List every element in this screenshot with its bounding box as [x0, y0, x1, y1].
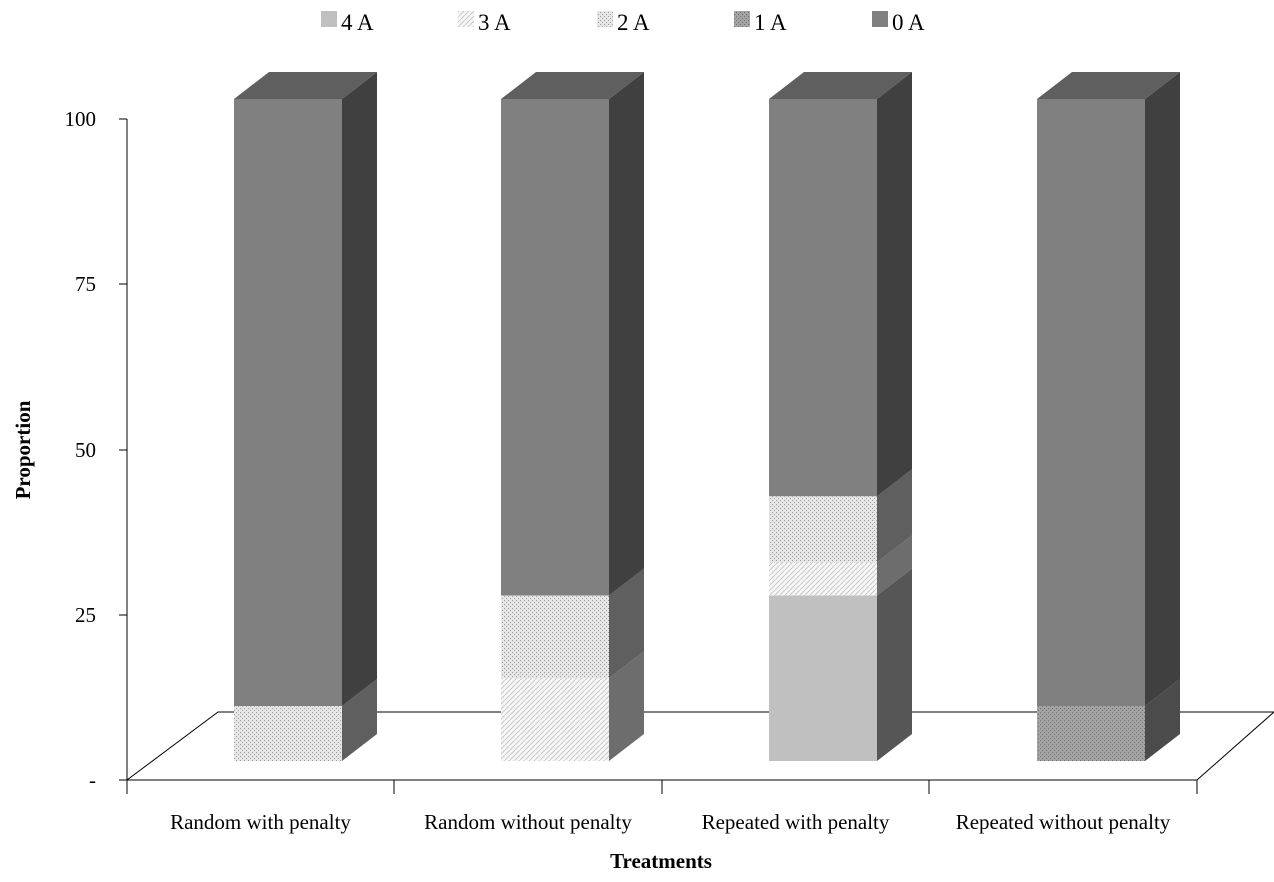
legend-label: 2 A: [617, 10, 650, 35]
bar-segment: [769, 469, 912, 563]
bar-segment: [501, 72, 644, 596]
bar-stack: [501, 72, 644, 761]
bar-segment: [234, 72, 377, 707]
legend-label: 4 A: [341, 10, 374, 35]
legend-swatch: [597, 11, 613, 27]
bar-segment: [769, 568, 912, 761]
x-tick-label: Repeated with penalty: [702, 810, 890, 834]
x-tick-label: Random with penalty: [170, 810, 351, 834]
legend-label: 1 A: [754, 10, 787, 35]
bar-segment: [501, 651, 644, 761]
bar-segment: [501, 568, 644, 679]
legend-item: 1 A: [734, 10, 787, 35]
bar-segment: [1037, 679, 1180, 761]
legend-item: 2 A: [597, 10, 650, 35]
legend-item: 3 A: [458, 10, 511, 35]
legend-item: 4 A: [321, 10, 374, 35]
bars-layer: [234, 72, 1180, 761]
y-tick-label: 75: [75, 272, 96, 296]
y-tick-label: 100: [65, 107, 97, 131]
x-tick-label: Repeated without penalty: [956, 810, 1171, 834]
bar-top: [1037, 72, 1180, 99]
x-axis-title: Treatments: [610, 849, 712, 873]
legend-label: 0 A: [892, 10, 925, 35]
bar-stack: [234, 72, 377, 761]
legend: 4 A 3 A 2 A 1 A 0 A: [321, 10, 925, 35]
bar-top: [501, 72, 644, 99]
y-tick-label: 25: [75, 603, 96, 627]
bar-segment: [234, 679, 377, 761]
legend-label: 3 A: [478, 10, 511, 35]
legend-swatch: [321, 11, 337, 27]
legend-swatch: [872, 11, 888, 27]
bar-segment: [769, 72, 912, 497]
legend-item: 0 A: [872, 10, 925, 35]
bar-segment: [769, 535, 912, 596]
y-tick-label: 50: [75, 438, 96, 462]
bar-stack: [1037, 72, 1180, 761]
y-axis-title: Proportion: [11, 400, 35, 499]
bar-stack: [769, 72, 912, 761]
y-tick-label: -: [89, 768, 96, 792]
bar-segment: [1037, 72, 1180, 707]
bar-top: [769, 72, 912, 99]
axes-layer: - 25 50 75 100 Random with penalty Random with…: [65, 107, 1198, 834]
x-tick-label: Random without penalty: [424, 810, 632, 834]
bar-top: [234, 72, 377, 99]
legend-swatch: [734, 11, 750, 27]
legend-swatch: [458, 11, 474, 27]
